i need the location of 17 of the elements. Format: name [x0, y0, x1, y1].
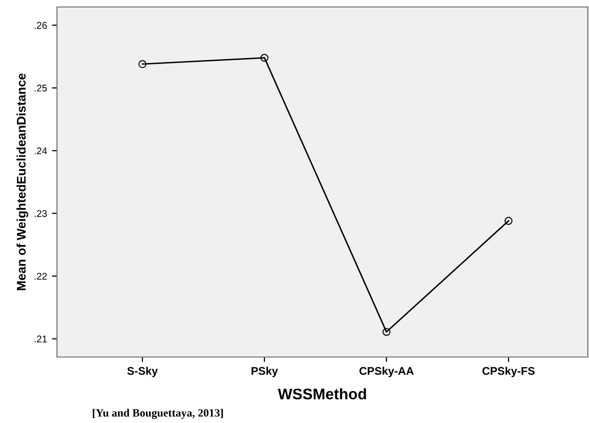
x-tick-label: S-Sky: [127, 366, 158, 378]
point: [260, 54, 268, 62]
y-tick-label: .24: [34, 147, 47, 154]
x-tick-label: CPSky-AA: [359, 366, 414, 378]
y-tick-label: .21: [34, 336, 47, 342]
y-tick-label: .26: [34, 22, 47, 29]
x-tick-label: PSky: [252, 366, 278, 378]
y-axis-title: Mean of WeightedEuclideanDistance: [16, 73, 28, 290]
y-tick-label: .25: [34, 84, 47, 92]
y-tick-label: .22: [34, 272, 47, 280]
text: [Yu and Bouguettaya, 2013]: [92, 408, 223, 419]
x-tick-label: CPSky-FS: [482, 366, 535, 378]
point: [382, 328, 390, 336]
x-axis-title: WSSMethod: [278, 388, 366, 400]
y-tick-label: .23: [34, 210, 47, 217]
point: [504, 216, 512, 225]
point: [138, 60, 146, 68]
